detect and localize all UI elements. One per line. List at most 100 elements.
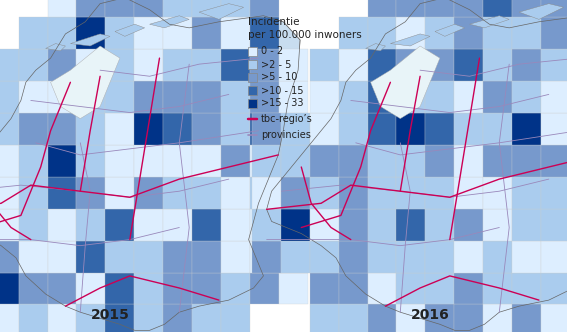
Polygon shape — [252, 177, 281, 209]
Text: >5 - 10: >5 - 10 — [261, 72, 297, 82]
Polygon shape — [279, 49, 308, 81]
Polygon shape — [371, 46, 440, 119]
Polygon shape — [454, 0, 483, 17]
Polygon shape — [77, 304, 105, 332]
Polygon shape — [192, 177, 221, 209]
Polygon shape — [396, 0, 425, 17]
Polygon shape — [367, 0, 396, 17]
Polygon shape — [367, 17, 396, 49]
Polygon shape — [281, 177, 310, 209]
Polygon shape — [0, 81, 19, 113]
Polygon shape — [19, 304, 48, 332]
Polygon shape — [310, 81, 338, 113]
Polygon shape — [252, 145, 281, 177]
Polygon shape — [541, 49, 567, 81]
Polygon shape — [338, 81, 367, 113]
Polygon shape — [396, 304, 425, 332]
Polygon shape — [163, 49, 192, 81]
Text: >2 - 5: >2 - 5 — [261, 59, 291, 69]
Polygon shape — [425, 17, 454, 49]
Polygon shape — [0, 209, 19, 241]
Polygon shape — [541, 177, 567, 209]
Polygon shape — [250, 273, 279, 304]
Text: >15 - 33: >15 - 33 — [261, 99, 303, 109]
Polygon shape — [338, 49, 367, 81]
Polygon shape — [396, 241, 425, 273]
Polygon shape — [279, 81, 308, 113]
Polygon shape — [310, 273, 338, 304]
Polygon shape — [134, 49, 163, 81]
Polygon shape — [281, 113, 310, 145]
Polygon shape — [252, 209, 281, 241]
Polygon shape — [367, 209, 396, 241]
Polygon shape — [77, 49, 105, 81]
Polygon shape — [310, 177, 338, 209]
Text: 2015: 2015 — [91, 308, 129, 322]
Polygon shape — [512, 241, 541, 273]
Polygon shape — [134, 113, 163, 145]
Polygon shape — [367, 304, 396, 332]
Polygon shape — [221, 241, 250, 273]
Polygon shape — [163, 145, 192, 177]
Polygon shape — [221, 177, 250, 209]
Text: per 100.000 inwoners: per 100.000 inwoners — [248, 30, 362, 40]
Polygon shape — [221, 113, 250, 145]
Polygon shape — [541, 81, 567, 113]
Polygon shape — [250, 145, 279, 177]
Polygon shape — [454, 49, 483, 81]
Polygon shape — [77, 177, 105, 209]
Polygon shape — [48, 273, 77, 304]
Polygon shape — [541, 145, 567, 177]
Polygon shape — [46, 43, 65, 51]
Polygon shape — [134, 81, 163, 113]
Polygon shape — [541, 17, 567, 49]
Polygon shape — [105, 177, 134, 209]
Polygon shape — [221, 304, 250, 332]
Polygon shape — [367, 113, 396, 145]
Polygon shape — [425, 241, 454, 273]
Polygon shape — [266, 0, 567, 330]
Polygon shape — [541, 209, 567, 241]
Polygon shape — [396, 113, 425, 145]
Polygon shape — [469, 16, 509, 28]
Polygon shape — [338, 273, 367, 304]
Polygon shape — [512, 49, 541, 81]
Polygon shape — [19, 241, 48, 273]
Polygon shape — [134, 304, 163, 332]
Polygon shape — [396, 209, 425, 241]
Polygon shape — [0, 49, 19, 81]
Polygon shape — [279, 241, 308, 273]
Polygon shape — [396, 145, 425, 177]
Polygon shape — [19, 209, 48, 241]
Polygon shape — [250, 81, 279, 113]
Polygon shape — [0, 113, 19, 145]
Polygon shape — [192, 0, 221, 17]
Polygon shape — [250, 241, 279, 273]
Polygon shape — [77, 113, 105, 145]
Polygon shape — [252, 113, 281, 145]
Polygon shape — [512, 209, 541, 241]
Polygon shape — [454, 304, 483, 332]
Polygon shape — [367, 145, 396, 177]
Polygon shape — [19, 49, 48, 81]
Polygon shape — [77, 241, 105, 273]
Text: 0 - 2: 0 - 2 — [261, 46, 283, 56]
Polygon shape — [77, 209, 105, 241]
Polygon shape — [396, 81, 425, 113]
Polygon shape — [163, 113, 192, 145]
Polygon shape — [250, 49, 279, 81]
Polygon shape — [48, 241, 77, 273]
Polygon shape — [425, 145, 454, 177]
Polygon shape — [512, 0, 541, 17]
Polygon shape — [105, 49, 134, 81]
Polygon shape — [454, 145, 483, 177]
Polygon shape — [105, 81, 134, 113]
Polygon shape — [512, 113, 541, 145]
Polygon shape — [310, 113, 338, 145]
Polygon shape — [338, 177, 367, 209]
Polygon shape — [483, 241, 512, 273]
Polygon shape — [163, 241, 192, 273]
Polygon shape — [338, 17, 367, 49]
Polygon shape — [483, 49, 512, 81]
Polygon shape — [396, 49, 425, 81]
